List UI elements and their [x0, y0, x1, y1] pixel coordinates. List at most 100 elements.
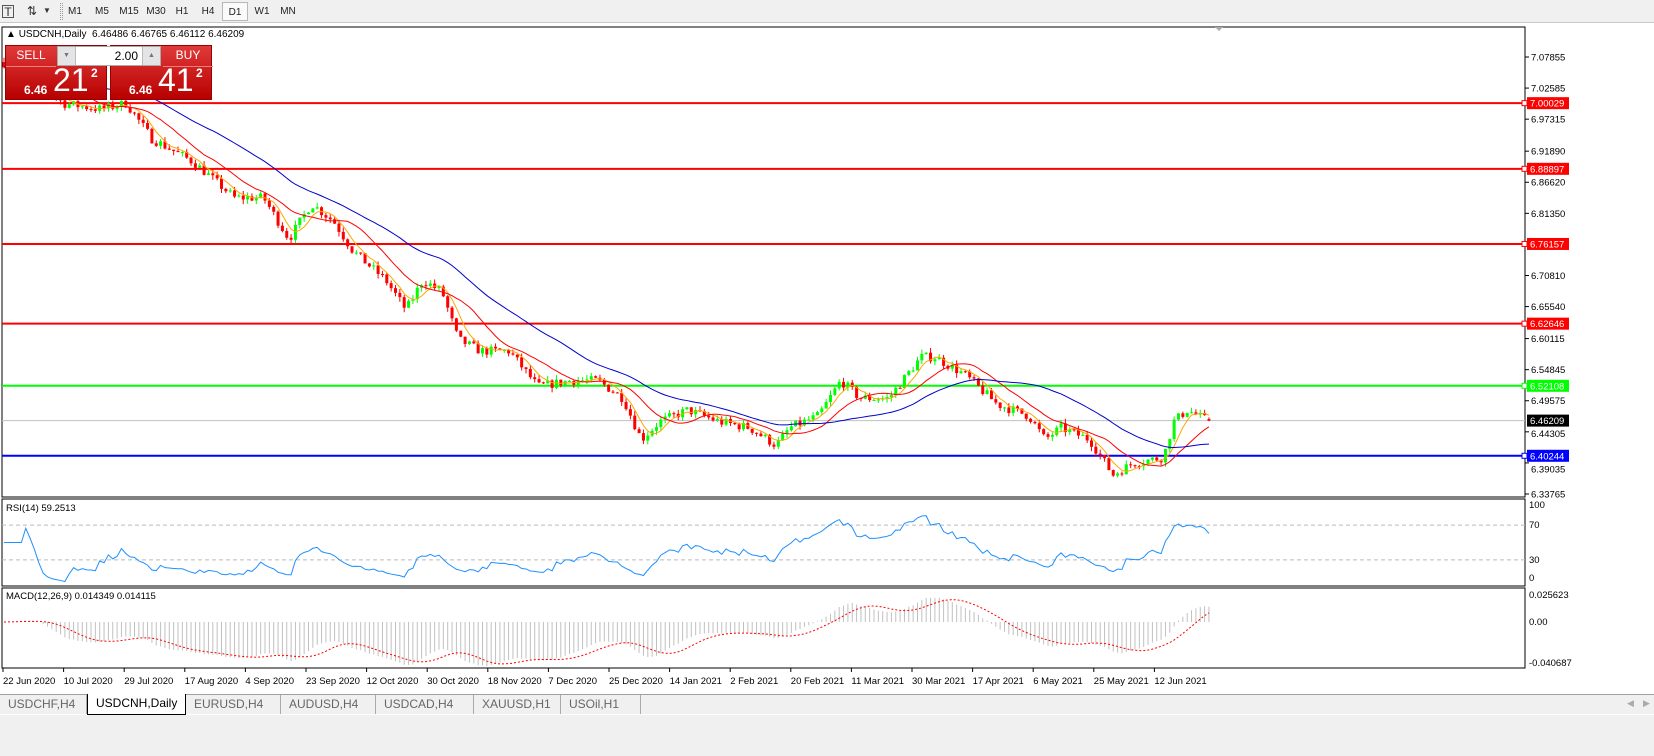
candle-body — [67, 104, 71, 108]
candle-body — [694, 410, 698, 415]
candle-body — [541, 382, 545, 384]
candle-body — [494, 346, 498, 349]
candle-body — [150, 128, 154, 144]
hline-price-label: 6.62646 — [1530, 319, 1564, 330]
candle-body — [994, 399, 998, 403]
tab-usdcnh-daily[interactable]: USDCNH,Daily — [87, 694, 186, 715]
one-click-trading-panel: SELL 6.46 21 2 BUY 6.46 41 2 ▼ ▲ — [5, 45, 213, 101]
candle-body — [211, 173, 215, 176]
rsi-panel-frame — [1, 498, 1526, 587]
timeframe-h1[interactable]: H1 — [175, 6, 189, 17]
candle-body — [254, 197, 258, 201]
decrease-lot-button[interactable]: ▼ — [58, 47, 76, 65]
tab-usdchf-h4[interactable]: USDCHF,H4 — [0, 695, 87, 714]
candle-body — [324, 215, 328, 218]
chevron-down-icon[interactable]: ▼ — [43, 6, 51, 15]
ma-mid-line — [3, 64, 1210, 467]
sell-price-pips: 21 — [53, 62, 89, 98]
candle-body — [224, 188, 228, 192]
chart-window[interactable]: 22 Jun 2020 10 Jul 2020 29 Jul 2020 17 Aug … — [0, 24, 1654, 694]
candle-body — [372, 265, 376, 267]
candle-body — [376, 265, 380, 274]
text-tool-icon[interactable]: T — [2, 5, 14, 18]
rsi-line — [4, 515, 1210, 583]
candle-body — [481, 348, 484, 354]
candle-body — [720, 419, 724, 425]
candle-body — [459, 330, 463, 337]
timeframe-mn[interactable]: MN — [280, 6, 296, 17]
timeframe-d1[interactable]: D1 — [222, 2, 248, 21]
candle-body — [1185, 412, 1189, 417]
tab-eurusd-h4[interactable]: EURUSD,H4 — [186, 695, 281, 714]
candle-body — [233, 190, 237, 197]
candle-body — [985, 390, 989, 394]
candle-body — [620, 392, 624, 402]
candle-body — [989, 390, 993, 400]
date-tick-label: 6 May 2021 — [1033, 676, 1083, 687]
tab-xauusd-h1[interactable]: XAUUSD,H1 — [474, 695, 561, 714]
candle-body — [415, 287, 419, 300]
candle-body — [898, 387, 902, 389]
candle-body — [759, 433, 763, 437]
tab-scroll-right-icon[interactable]: ▶ — [1643, 698, 1650, 708]
sell-button[interactable]: SELL 6.46 21 2 — [5, 45, 107, 100]
timeframe-m5[interactable]: M5 — [95, 6, 109, 17]
candle-body — [781, 433, 785, 441]
timeframe-h4[interactable]: H4 — [201, 6, 215, 17]
candle-body — [842, 381, 846, 388]
tab-scroll-left-icon[interactable]: ◀ — [1627, 698, 1634, 708]
candle-body — [2, 62, 6, 68]
candle-body — [341, 231, 345, 240]
candle-body — [829, 394, 832, 403]
candle-body — [446, 296, 450, 308]
tab-audusd-h4[interactable]: AUDUSD,H4 — [281, 695, 376, 714]
lot-size-stepper: ▼ ▲ — [57, 46, 161, 66]
candle-body — [237, 195, 241, 197]
candle-body — [524, 367, 528, 369]
candle-body — [798, 420, 802, 426]
price-tick-label: 6.97315 — [1531, 115, 1565, 126]
candle-body — [511, 353, 515, 355]
candle-body — [137, 113, 141, 120]
candle-body — [807, 419, 811, 421]
candle-body — [119, 100, 123, 108]
candle-body — [802, 419, 806, 426]
toolbar: T ⇅ ▼ M1 M5 M15 M30 H1 H4 D1 W1 MN — [0, 0, 1654, 23]
price-tick-label: 6.91890 — [1531, 147, 1565, 158]
candle-body — [572, 380, 576, 385]
candle-body — [1011, 406, 1015, 414]
candle-body — [280, 225, 284, 232]
candle-body — [920, 353, 924, 361]
candle-body — [407, 300, 411, 308]
tab-usoil-h1[interactable]: USOil,H1 — [561, 695, 641, 714]
timeframe-m1[interactable]: M1 — [68, 6, 82, 17]
candle-body — [581, 380, 585, 382]
candle-body — [1155, 457, 1159, 461]
price-tick-label: 6.70810 — [1531, 271, 1565, 282]
timeframe-m30[interactable]: M30 — [146, 6, 166, 17]
candle-body — [241, 195, 245, 200]
date-tick-label: 7 Dec 2020 — [548, 676, 597, 687]
arrows-icon[interactable]: ⇅ — [27, 4, 38, 18]
candle-body — [650, 430, 654, 436]
candle-body — [820, 408, 824, 413]
candle-body — [363, 253, 367, 264]
timeframe-w1[interactable]: W1 — [254, 6, 270, 17]
lot-size-input[interactable] — [77, 47, 141, 65]
candle-body — [811, 415, 815, 420]
candle-body — [128, 107, 132, 113]
increase-lot-button[interactable]: ▲ — [142, 47, 160, 65]
tab-usdcad-h4[interactable]: USDCAD,H4 — [376, 695, 474, 714]
chart-title: ▲ USDCNH,Daily 6.46486 6.46765 6.46112 6… — [6, 29, 245, 40]
candle-body — [624, 401, 628, 410]
price-tick-label: 6.65540 — [1531, 302, 1565, 313]
buy-button[interactable]: BUY 6.46 41 2 — [110, 45, 213, 100]
candle-body — [655, 427, 658, 431]
hline-price-label: 6.52108 — [1530, 381, 1564, 392]
candle-body — [298, 217, 302, 225]
candle-body — [215, 175, 219, 179]
timeframe-m15[interactable]: M15 — [119, 6, 139, 17]
candle-body — [263, 193, 267, 201]
price-label-bg — [1527, 449, 1569, 462]
candle-body — [276, 211, 280, 226]
